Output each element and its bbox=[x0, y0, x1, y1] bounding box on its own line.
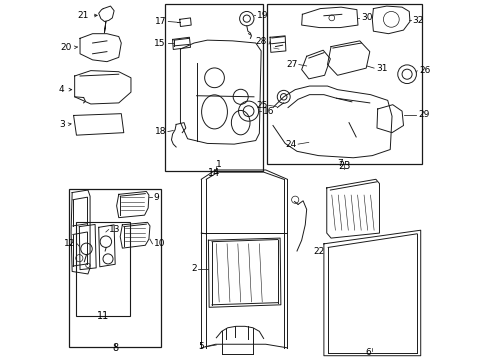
Text: 17: 17 bbox=[155, 17, 167, 26]
Text: 10: 10 bbox=[154, 239, 166, 248]
Text: 23: 23 bbox=[339, 161, 351, 171]
Text: 2: 2 bbox=[191, 265, 196, 274]
Text: 14: 14 bbox=[208, 168, 220, 178]
Text: 1: 1 bbox=[216, 161, 222, 170]
Text: 25: 25 bbox=[257, 101, 268, 110]
Text: 18: 18 bbox=[155, 127, 166, 136]
Text: 24: 24 bbox=[285, 140, 296, 149]
Text: 19: 19 bbox=[257, 10, 269, 19]
Bar bbox=[166, 4, 263, 171]
Bar bbox=[76, 222, 129, 316]
Text: 15: 15 bbox=[154, 39, 166, 48]
Bar bbox=[69, 189, 161, 347]
Text: 16: 16 bbox=[263, 107, 275, 116]
Text: 22: 22 bbox=[314, 247, 325, 256]
Text: 13: 13 bbox=[109, 225, 121, 234]
Text: 21: 21 bbox=[77, 11, 89, 20]
Text: 11: 11 bbox=[97, 311, 109, 320]
Text: 8: 8 bbox=[112, 343, 118, 353]
Text: 26: 26 bbox=[419, 66, 430, 75]
Text: 20: 20 bbox=[60, 43, 72, 52]
Text: 7: 7 bbox=[337, 159, 343, 168]
Text: 32: 32 bbox=[413, 16, 424, 25]
Text: 29: 29 bbox=[418, 110, 430, 119]
Text: 27: 27 bbox=[287, 60, 298, 69]
Text: 4: 4 bbox=[59, 85, 65, 94]
Bar bbox=[267, 4, 422, 164]
Text: 9: 9 bbox=[153, 193, 159, 202]
Text: 31: 31 bbox=[376, 64, 388, 73]
Text: 5: 5 bbox=[198, 342, 204, 351]
Text: 3: 3 bbox=[59, 120, 65, 129]
Text: 30: 30 bbox=[361, 13, 372, 22]
Text: 28: 28 bbox=[255, 37, 267, 46]
Text: 12: 12 bbox=[64, 239, 75, 248]
Text: 6: 6 bbox=[366, 348, 371, 357]
